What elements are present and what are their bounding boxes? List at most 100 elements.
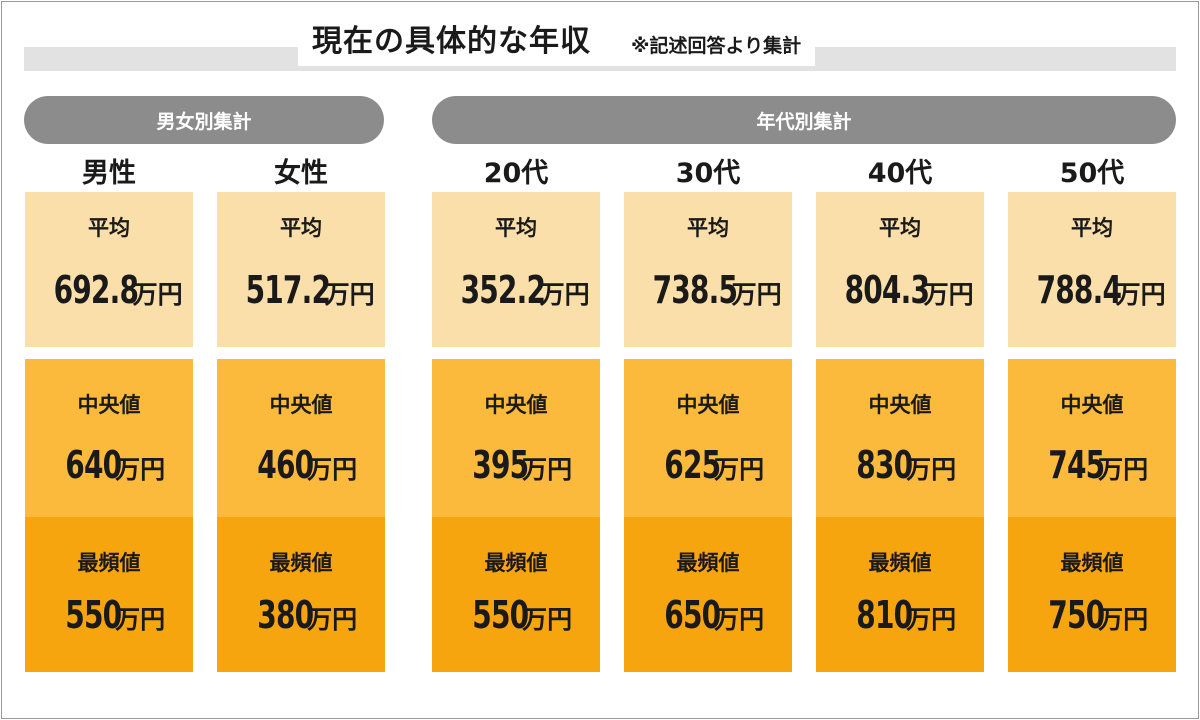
group-gender-pill: 男女別集計 bbox=[24, 96, 384, 144]
chart-title: 現在の具体的な年収 bbox=[312, 24, 591, 59]
avg-label: 平均 bbox=[88, 216, 130, 240]
column-3: 30代 平均 738.5 万円 中央値 625 万円 最頻値 650 万円 bbox=[624, 148, 792, 672]
mode-number: 750 bbox=[1048, 593, 1105, 637]
unit-label: 万円 bbox=[714, 455, 765, 484]
median-label: 中央値 bbox=[484, 393, 548, 417]
mode-number: 380 bbox=[257, 593, 314, 637]
cell-gap bbox=[25, 347, 193, 359]
mode-value: 380 万円 bbox=[245, 593, 357, 637]
mode-number: 550 bbox=[472, 593, 529, 637]
median-value: 460 万円 bbox=[245, 443, 357, 487]
median-cell: 中央値 395 万円 bbox=[432, 359, 600, 517]
mode-number: 650 bbox=[664, 593, 721, 637]
avg-value: 738.5 万円 bbox=[634, 268, 782, 312]
mode-cell: 最頻値 550 万円 bbox=[432, 517, 600, 672]
mode-value: 550 万円 bbox=[460, 593, 572, 637]
median-label: 中央値 bbox=[1060, 393, 1124, 417]
mode-label: 最頻値 bbox=[484, 551, 548, 575]
mode-value: 810 万円 bbox=[844, 593, 956, 637]
unit-label: 万円 bbox=[132, 280, 183, 309]
median-value: 395 万円 bbox=[460, 443, 572, 487]
avg-label: 平均 bbox=[280, 216, 322, 240]
avg-value: 804.3 万円 bbox=[826, 268, 974, 312]
mode-label: 最頻値 bbox=[676, 551, 740, 575]
cell-gap bbox=[816, 347, 984, 359]
avg-number: 788.4 bbox=[1036, 268, 1122, 312]
unit-label: 万円 bbox=[539, 280, 590, 309]
median-number: 395 bbox=[472, 443, 529, 487]
mode-cell: 最頻値 550 万円 bbox=[25, 517, 193, 672]
median-label: 中央値 bbox=[868, 393, 932, 417]
median-number: 640 bbox=[65, 443, 122, 487]
avg-number: 804.3 bbox=[844, 268, 930, 312]
mode-label: 最頻値 bbox=[269, 551, 333, 575]
unit-label: 万円 bbox=[906, 455, 957, 484]
avg-value: 352.2 万円 bbox=[442, 268, 590, 312]
median-label: 中央値 bbox=[77, 393, 141, 417]
unit-label: 万円 bbox=[115, 455, 166, 484]
avg-label: 平均 bbox=[687, 216, 729, 240]
mode-value: 550 万円 bbox=[53, 593, 165, 637]
avg-number: 517.2 bbox=[245, 268, 331, 312]
median-number: 830 bbox=[856, 443, 913, 487]
mode-cell: 最頻値 650 万円 bbox=[624, 517, 792, 672]
unit-label: 万円 bbox=[307, 605, 358, 634]
column-label: 女性 bbox=[274, 157, 328, 189]
median-label: 中央値 bbox=[676, 393, 740, 417]
unit-label: 万円 bbox=[307, 455, 358, 484]
avg-number: 692.8 bbox=[53, 268, 139, 312]
mode-cell: 最頻値 380 万円 bbox=[217, 517, 385, 672]
mode-cell: 最頻値 810 万円 bbox=[816, 517, 984, 672]
median-value: 830 万円 bbox=[844, 443, 956, 487]
avg-label: 平均 bbox=[495, 216, 537, 240]
unit-label: 万円 bbox=[714, 605, 765, 634]
column-label: 50代 bbox=[1059, 157, 1125, 189]
median-cell: 中央値 460 万円 bbox=[217, 359, 385, 517]
cell-gap bbox=[624, 347, 792, 359]
avg-cell: 平均 517.2 万円 bbox=[217, 192, 385, 347]
unit-label: 万円 bbox=[923, 280, 974, 309]
median-value: 625 万円 bbox=[652, 443, 764, 487]
avg-number: 352.2 bbox=[460, 268, 546, 312]
avg-label: 平均 bbox=[879, 216, 921, 240]
avg-value: 517.2 万円 bbox=[227, 268, 375, 312]
column-label: 男性 bbox=[82, 157, 136, 189]
group-age-pill: 年代別集計 bbox=[432, 96, 1176, 144]
column-1: 女性 平均 517.2 万円 中央値 460 万円 最頻値 380 万円 bbox=[217, 148, 385, 672]
column-2: 20代 平均 352.2 万円 中央値 395 万円 最頻値 550 万円 bbox=[432, 148, 600, 672]
unit-label: 万円 bbox=[522, 455, 573, 484]
avg-cell: 平均 788.4 万円 bbox=[1008, 192, 1176, 347]
median-cell: 中央値 640 万円 bbox=[25, 359, 193, 517]
column-5: 50代 平均 788.4 万円 中央値 745 万円 最頻値 750 万円 bbox=[1008, 148, 1176, 672]
unit-label: 万円 bbox=[1115, 280, 1166, 309]
mode-cell: 最頻値 750 万円 bbox=[1008, 517, 1176, 672]
mode-value: 750 万円 bbox=[1036, 593, 1148, 637]
cell-gap bbox=[432, 347, 600, 359]
avg-number: 738.5 bbox=[652, 268, 738, 312]
mode-value: 650 万円 bbox=[652, 593, 764, 637]
avg-cell: 平均 738.5 万円 bbox=[624, 192, 792, 347]
avg-value: 788.4 万円 bbox=[1018, 268, 1166, 312]
title-box: 現在の具体的な年収 ※記述回答より集計 bbox=[298, 18, 816, 66]
median-label: 中央値 bbox=[269, 393, 333, 417]
unit-label: 万円 bbox=[1098, 605, 1149, 634]
unit-label: 万円 bbox=[906, 605, 957, 634]
unit-label: 万円 bbox=[324, 280, 375, 309]
median-number: 625 bbox=[664, 443, 721, 487]
column-label: 40代 bbox=[867, 157, 933, 189]
mode-label: 最頻値 bbox=[868, 551, 932, 575]
median-cell: 中央値 745 万円 bbox=[1008, 359, 1176, 517]
mode-label: 最頻値 bbox=[77, 551, 141, 575]
unit-label: 万円 bbox=[522, 605, 573, 634]
median-cell: 中央値 625 万円 bbox=[624, 359, 792, 517]
column-label: 30代 bbox=[675, 157, 741, 189]
unit-label: 万円 bbox=[115, 605, 166, 634]
unit-label: 万円 bbox=[731, 280, 782, 309]
column-0: 男性 平均 692.8 万円 中央値 640 万円 最頻値 550 万円 bbox=[25, 148, 193, 672]
mode-number: 810 bbox=[856, 593, 913, 637]
chart-note: ※記述回答より集計 bbox=[631, 35, 802, 57]
avg-label: 平均 bbox=[1071, 216, 1113, 240]
median-value: 745 万円 bbox=[1036, 443, 1148, 487]
cell-gap bbox=[1008, 347, 1176, 359]
